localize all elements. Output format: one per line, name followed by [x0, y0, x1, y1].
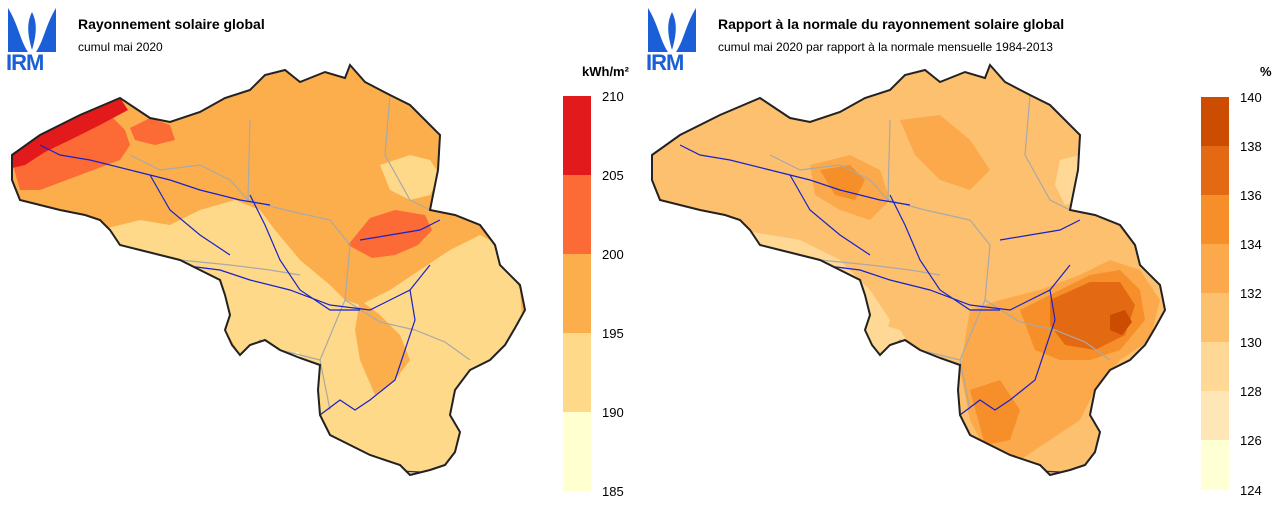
belgium-map: [651, 64, 1166, 476]
legend-unit: %: [1260, 64, 1272, 79]
legend-tick: 200: [602, 247, 624, 262]
legend-swatch: [563, 254, 591, 333]
legend-swatch: [1201, 293, 1229, 342]
panel-radiation-ratio: IRM Rapport à la normale du rayonnement …: [640, 0, 1280, 507]
irm-logo-icon: [8, 8, 56, 52]
legend-tick: 190: [602, 405, 624, 420]
legend-tick: 132: [1240, 286, 1262, 301]
legend-tick: 130: [1240, 335, 1262, 350]
logo-text: IRM: [6, 50, 44, 75]
legend-tick: 128: [1240, 384, 1262, 399]
belgium-map: [11, 64, 526, 476]
legend-swatch: [1201, 342, 1229, 391]
legend-tick: 185: [602, 484, 624, 499]
legend-swatch: [563, 96, 591, 175]
legend-swatch: [1201, 97, 1229, 146]
legend-tick: 136: [1240, 188, 1262, 203]
legend-swatch: [1201, 195, 1229, 244]
legend-tick: 124: [1240, 483, 1262, 498]
legend-tick: 195: [602, 326, 624, 341]
legend-tick: 205: [602, 168, 624, 183]
map-subtitle: cumul mai 2020 par rapport à la normale …: [718, 40, 1053, 54]
map-title: Rapport à la normale du rayonnement sola…: [718, 16, 1065, 32]
logo-text: IRM: [646, 50, 684, 75]
legend-swatch: [1201, 244, 1229, 293]
legend-swatch: [1201, 146, 1229, 195]
legend-tick: 210: [602, 89, 624, 104]
map-title: Rayonnement solaire global: [78, 16, 265, 32]
legend-tick: 134: [1240, 237, 1262, 252]
legend-tick: 140: [1240, 90, 1262, 105]
color-legend: [1201, 97, 1229, 490]
legend-swatch: [563, 412, 591, 491]
color-legend: [563, 96, 591, 491]
irm-logo-icon: [648, 8, 696, 52]
legend-swatch: [1201, 391, 1229, 440]
legend-swatch: [563, 333, 591, 412]
irm-logo: IRM: [6, 6, 58, 74]
legend-swatch: [563, 175, 591, 254]
map-subtitle: cumul mai 2020: [78, 40, 163, 54]
legend-swatch: [1201, 440, 1229, 490]
legend-tick: 138: [1240, 139, 1262, 154]
irm-logo: IRM: [646, 6, 698, 74]
legend-tick: 126: [1240, 433, 1262, 448]
panel-global-radiation: IRM Rayonnement solaire global cumul mai…: [6, 6, 629, 499]
legend-unit: kWh/m²: [582, 64, 629, 79]
